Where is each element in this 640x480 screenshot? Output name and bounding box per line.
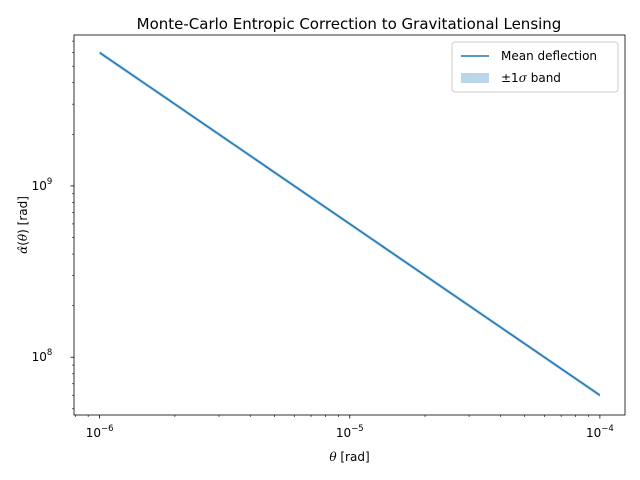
plot-area [99, 50, 601, 398]
x-axis: 10−6 10−5 10−4 [75, 415, 614, 440]
x-axis-label: θ [rad] [329, 450, 369, 464]
legend-band-swatch [461, 73, 489, 83]
chart-title: Monte-Carlo Entropic Correction to Gravi… [137, 15, 562, 33]
y-axis: 108 109 [32, 40, 74, 410]
legend-frame [451, 41, 619, 93]
legend: Mean deflection ±1σ band [451, 41, 619, 93]
x-tick-label: 10−6 [86, 424, 114, 440]
mean-deflection-line [99, 51, 601, 396]
legend-label-mean-deflection: Mean deflection [501, 49, 597, 63]
x-tick-label: 10−5 [336, 424, 364, 440]
y-tick-label: 108 [32, 348, 53, 364]
x-tick-label: 10−4 [586, 424, 614, 440]
y-axis-label: α̂(θ) [rad] [16, 196, 30, 254]
legend-label-sigma-band: ±1σ band [501, 71, 561, 85]
y-tick-label: 109 [32, 177, 53, 193]
